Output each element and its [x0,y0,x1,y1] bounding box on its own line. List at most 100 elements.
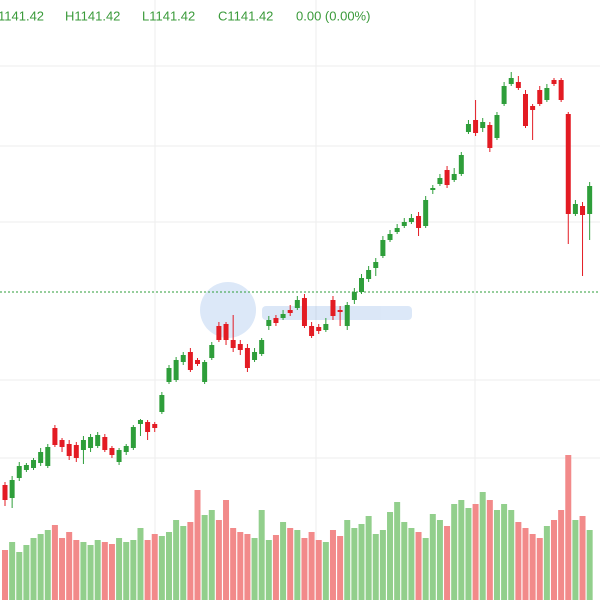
candle-body [344,305,350,326]
candle-body [380,240,386,256]
volume-bar [294,530,301,600]
volume-bar [280,522,287,600]
volume-bar [387,512,394,600]
volume-bar [101,542,108,600]
candle-body [551,80,557,84]
candle-body [2,485,8,500]
volume-bar [30,538,37,600]
candle-body [416,216,422,228]
close-value: C1141.42 [218,8,273,23]
candle-body [273,318,279,323]
volume-bar [415,532,422,600]
candle-body [508,78,514,84]
volume-bar [365,516,372,600]
volume-bar [394,502,401,600]
candle-body [587,186,593,214]
candle-body [123,446,129,452]
volume-bar [308,532,315,600]
candle-body [366,270,372,279]
volume-bar [579,516,586,600]
candle-body [330,300,336,316]
volume-bar [315,540,322,600]
volume-bar [422,538,429,600]
candle-body [522,94,528,126]
candle-body [137,420,143,424]
volume-bar [151,534,158,600]
volume-bar [208,510,215,600]
volume-bar [23,545,30,600]
candle-body [16,466,22,478]
candle-body [52,428,58,445]
candle-body [230,340,236,348]
candle-body [337,310,343,312]
candle-body [530,106,536,110]
volume-bar [94,540,101,600]
volume-bar [165,532,172,600]
volume-bar [137,528,144,600]
candle-body [166,368,172,382]
high-value: H1141.42 [65,8,120,23]
candle-body [301,298,307,326]
volume-bar [59,538,66,600]
volume-bar [465,508,472,600]
candle-body [102,437,108,450]
volume-bar [272,535,279,600]
volume-bar [379,530,386,600]
volume-bar [123,542,130,600]
candle-body [501,86,507,104]
candle-body [280,314,286,318]
volume-bar [329,530,336,600]
volume-bar [508,510,515,600]
volume-bar [444,526,451,600]
candle-body [309,326,315,336]
candle-body [487,125,493,148]
candle-body [437,178,443,184]
candle-body [444,170,450,185]
candle-body [23,465,29,470]
candle-body [351,292,357,300]
volume-bar [16,552,23,600]
candle-body [202,362,208,382]
candle-body [287,310,293,313]
candle-body [38,452,44,463]
candle-body [187,352,193,370]
candle-body [195,360,201,364]
candle-body [572,204,578,214]
volume-bar [522,528,529,600]
candle-body [359,278,364,292]
volume-bar [66,532,73,600]
volume-bar [344,520,351,600]
volume-bar [458,500,465,600]
candle-body [373,262,379,268]
volume-bar [372,534,379,600]
volume-bar [180,526,187,600]
candle-body [294,300,300,308]
volume-bar [551,520,558,600]
candle-body [465,124,471,132]
volume-bar [265,540,272,600]
volume-bar [472,504,479,600]
volume-bar [116,538,123,600]
candle-body [216,326,222,340]
volume-bar [158,536,165,600]
candle-body [480,122,486,128]
volume-bar [251,538,258,600]
candle-body [580,206,586,215]
change-value: 0.00 (0.00%) [296,8,370,23]
candle-body [458,155,464,174]
volume-bar [80,542,87,600]
candle-body [130,427,136,448]
volume-bar [201,515,208,600]
candle-body [451,174,457,180]
candle-body [173,360,179,380]
candle-body [223,324,229,340]
candle-body [430,188,436,190]
candle-body [558,80,564,100]
volume-bar [144,540,151,600]
volume-bar [173,520,180,600]
candle-body [237,344,243,350]
volume-bar [351,528,358,600]
candle-body [73,445,79,458]
candle-body [323,324,329,330]
